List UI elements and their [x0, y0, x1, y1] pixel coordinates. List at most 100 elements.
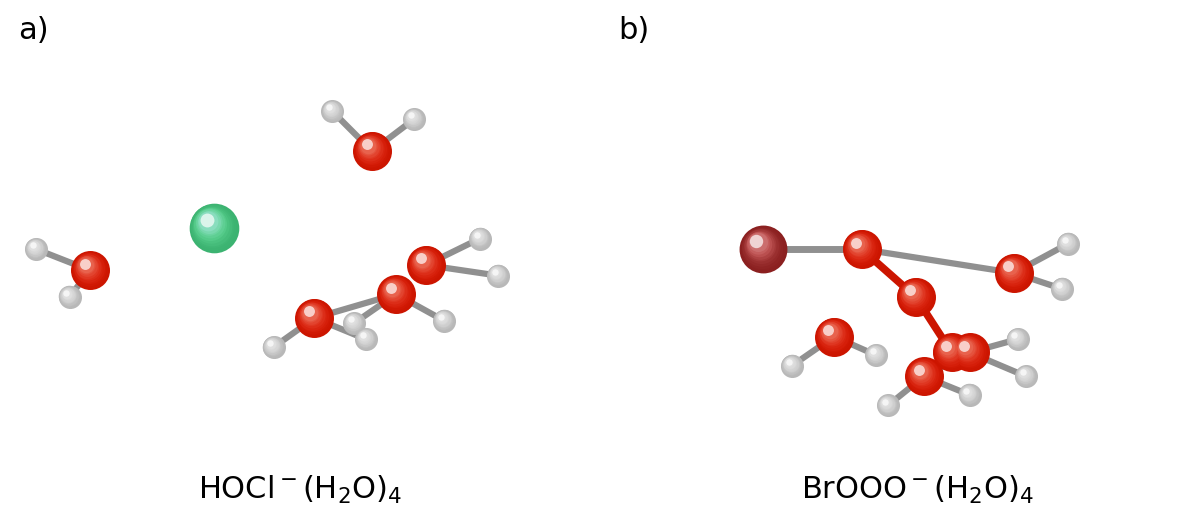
Point — [1007, 334, 1026, 342]
Point — [202, 222, 221, 230]
Point — [431, 313, 450, 321]
Point — [403, 113, 422, 122]
Point — [342, 316, 361, 325]
Point — [912, 368, 931, 377]
Point — [850, 242, 869, 250]
Point — [940, 346, 959, 354]
Point — [58, 290, 77, 298]
Point — [322, 105, 341, 114]
Point — [779, 358, 798, 366]
Point — [343, 318, 362, 326]
Point — [382, 285, 401, 293]
Point — [415, 260, 434, 268]
Point — [384, 287, 403, 295]
Point — [305, 314, 324, 322]
Point — [1007, 333, 1026, 341]
Point — [199, 217, 218, 226]
Point — [938, 344, 958, 352]
Point — [488, 271, 508, 279]
Point — [956, 344, 976, 352]
Point — [260, 339, 280, 348]
Point — [751, 241, 770, 250]
Point — [750, 240, 769, 248]
Point — [851, 244, 870, 252]
Point — [80, 266, 100, 274]
Point — [302, 311, 322, 319]
Point — [1014, 369, 1033, 377]
Point — [304, 312, 323, 321]
Point — [355, 333, 374, 342]
Point — [402, 112, 421, 120]
Point — [960, 348, 979, 356]
Point — [1015, 370, 1034, 379]
Point — [383, 285, 402, 294]
Point — [1003, 268, 1022, 276]
Point — [914, 372, 934, 380]
Point — [342, 316, 361, 325]
Point — [1008, 335, 1027, 343]
Point — [1051, 283, 1070, 292]
Point — [403, 113, 422, 122]
Point — [954, 342, 973, 350]
Point — [199, 218, 218, 227]
Point — [1004, 268, 1024, 277]
Point — [414, 258, 433, 267]
Point — [1058, 239, 1078, 248]
Point — [355, 334, 374, 342]
Point — [487, 269, 506, 278]
Point — [780, 358, 799, 367]
Point — [355, 333, 374, 342]
Point — [404, 114, 424, 123]
Point — [913, 371, 932, 379]
Point — [752, 243, 772, 252]
Point — [1016, 372, 1036, 380]
Point — [416, 260, 436, 269]
Point — [1002, 266, 1021, 274]
Point — [1006, 332, 1025, 341]
Point — [1015, 370, 1034, 379]
Point — [203, 222, 222, 231]
Point — [749, 239, 768, 248]
Point — [754, 245, 773, 253]
Point — [1055, 236, 1074, 244]
Point — [865, 349, 884, 358]
Point — [323, 107, 342, 115]
Point — [342, 316, 361, 324]
Point — [782, 361, 802, 369]
Point — [416, 261, 436, 269]
Point — [198, 217, 217, 225]
Point — [821, 328, 840, 337]
Point — [78, 263, 97, 272]
Point — [958, 346, 977, 354]
Point — [876, 399, 895, 407]
Point — [432, 314, 451, 322]
Point — [320, 104, 340, 113]
Point — [904, 290, 923, 298]
Point — [487, 270, 506, 278]
Point — [942, 348, 961, 356]
Point — [77, 261, 96, 270]
Point — [59, 291, 78, 299]
Point — [264, 343, 283, 351]
Point — [302, 311, 322, 320]
Point — [1016, 372, 1036, 381]
Point — [818, 326, 838, 334]
Point — [904, 289, 923, 297]
Point — [1057, 238, 1076, 247]
Point — [468, 232, 487, 240]
Point — [1057, 237, 1076, 246]
Point — [904, 289, 923, 298]
Point — [955, 343, 974, 351]
Point — [25, 243, 44, 252]
Point — [902, 288, 922, 297]
Point — [905, 292, 924, 300]
Point — [322, 105, 341, 114]
Point — [488, 271, 508, 280]
Point — [488, 271, 508, 279]
Point — [848, 240, 868, 249]
Point — [26, 245, 46, 253]
Point — [432, 313, 451, 322]
Point — [487, 270, 506, 279]
Point — [402, 112, 421, 121]
Point — [1008, 334, 1027, 343]
